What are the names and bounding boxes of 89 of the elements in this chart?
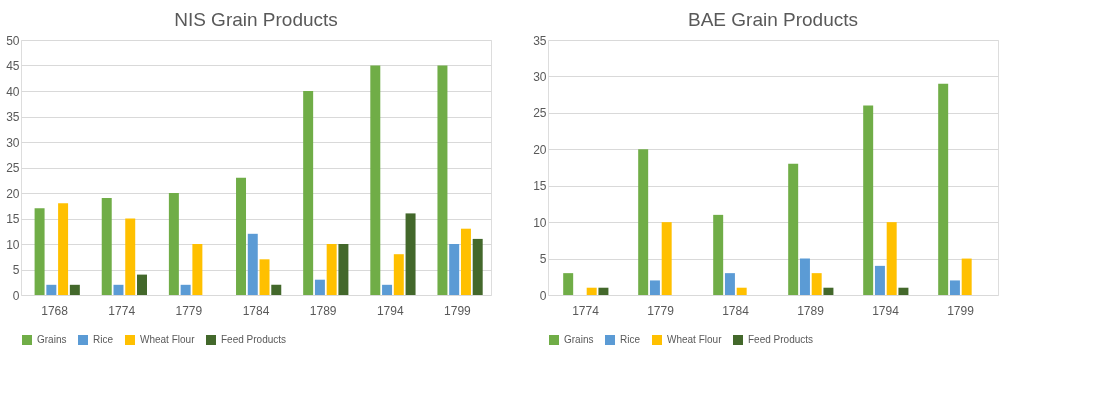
y-tick-label: 30 bbox=[533, 69, 547, 84]
x-tick-label: 1789 bbox=[797, 303, 825, 318]
y-tick-label: 45 bbox=[6, 59, 20, 73]
bar bbox=[460, 228, 471, 295]
legend-label: Grains bbox=[564, 334, 594, 345]
y-tick-label: 25 bbox=[6, 161, 20, 175]
bar bbox=[788, 163, 799, 295]
x-tick-label: 1789 bbox=[309, 303, 337, 318]
bar bbox=[247, 233, 258, 295]
bar bbox=[823, 287, 834, 295]
legend-label: Rice bbox=[620, 334, 641, 345]
y-tick-label: 5 bbox=[12, 263, 20, 277]
bar bbox=[638, 149, 649, 295]
bar bbox=[938, 83, 949, 295]
x-tick-label: 1784 bbox=[242, 303, 270, 318]
bar bbox=[326, 244, 337, 295]
bar bbox=[598, 287, 609, 295]
bar bbox=[180, 284, 191, 295]
bar bbox=[370, 65, 381, 295]
x-tick-label: 1779 bbox=[647, 303, 675, 318]
bar bbox=[649, 280, 660, 295]
bar bbox=[713, 214, 724, 295]
y-tick-label: 35 bbox=[533, 33, 547, 48]
bar bbox=[586, 287, 597, 295]
bar bbox=[949, 280, 960, 295]
bar bbox=[69, 284, 80, 295]
legend-label: Grains bbox=[37, 334, 67, 345]
x-tick-label: 1784 bbox=[722, 303, 750, 318]
bar bbox=[303, 91, 314, 295]
y-tick-label: 5 bbox=[539, 252, 547, 267]
bar bbox=[259, 259, 270, 295]
y-tick-label: 50 bbox=[6, 33, 20, 48]
bar bbox=[136, 274, 147, 295]
bar bbox=[449, 244, 460, 295]
bar bbox=[168, 193, 179, 295]
y-tick-label: 10 bbox=[6, 237, 20, 252]
y-tick-label: 15 bbox=[6, 212, 20, 226]
bar bbox=[437, 65, 448, 295]
bar bbox=[736, 287, 747, 295]
x-tick-label: 1799 bbox=[947, 303, 975, 318]
bar bbox=[125, 218, 136, 295]
y-tick-label: 0 bbox=[12, 288, 20, 303]
x-tick-label: 1799 bbox=[444, 303, 472, 318]
bar bbox=[898, 287, 909, 295]
bar bbox=[405, 213, 416, 295]
x-tick-label: 1768 bbox=[41, 303, 69, 318]
bar bbox=[886, 222, 897, 295]
y-tick-label: 10 bbox=[533, 215, 547, 230]
bar bbox=[724, 273, 735, 295]
x-tick-label: 1779 bbox=[175, 303, 203, 318]
bar bbox=[393, 254, 404, 295]
bar bbox=[799, 258, 810, 295]
bar bbox=[874, 265, 885, 295]
y-tick-label: 20 bbox=[6, 186, 20, 201]
bar bbox=[101, 198, 112, 295]
chart-title: NIS Grain Products bbox=[174, 9, 338, 30]
bar bbox=[563, 273, 574, 295]
legend-label: Wheat Flour bbox=[667, 334, 723, 345]
y-tick-label: 0 bbox=[539, 288, 547, 303]
bar bbox=[34, 208, 45, 295]
bar bbox=[811, 273, 822, 295]
bar bbox=[382, 284, 393, 295]
x-tick-label: 1794 bbox=[376, 303, 404, 318]
bar bbox=[192, 244, 203, 295]
bar bbox=[314, 279, 325, 295]
bar bbox=[472, 238, 483, 295]
legend-label: Rice bbox=[93, 334, 114, 345]
y-tick-label: 35 bbox=[6, 110, 20, 124]
bar bbox=[961, 258, 972, 295]
legend-label: Feed Products bbox=[748, 334, 814, 345]
bar bbox=[236, 177, 247, 295]
x-tick-label: 1774 bbox=[572, 303, 600, 318]
bar bbox=[338, 244, 349, 295]
bar bbox=[58, 203, 69, 295]
bar bbox=[271, 284, 282, 295]
bar bbox=[661, 222, 672, 295]
bar bbox=[113, 284, 124, 295]
legend-label: Wheat Flour bbox=[140, 334, 196, 345]
bar bbox=[46, 284, 57, 295]
legend-label: Feed Products bbox=[221, 334, 287, 345]
y-tick-label: 25 bbox=[533, 106, 547, 121]
y-tick-label: 30 bbox=[6, 135, 20, 150]
chart-title: BAE Grain Products bbox=[687, 9, 859, 30]
y-tick-label: 15 bbox=[533, 179, 547, 194]
y-tick-label: 20 bbox=[533, 142, 547, 157]
x-tick-label: 1794 bbox=[872, 303, 900, 318]
x-tick-label: 1774 bbox=[108, 303, 136, 318]
bar bbox=[863, 105, 874, 295]
y-tick-label: 40 bbox=[6, 84, 20, 99]
